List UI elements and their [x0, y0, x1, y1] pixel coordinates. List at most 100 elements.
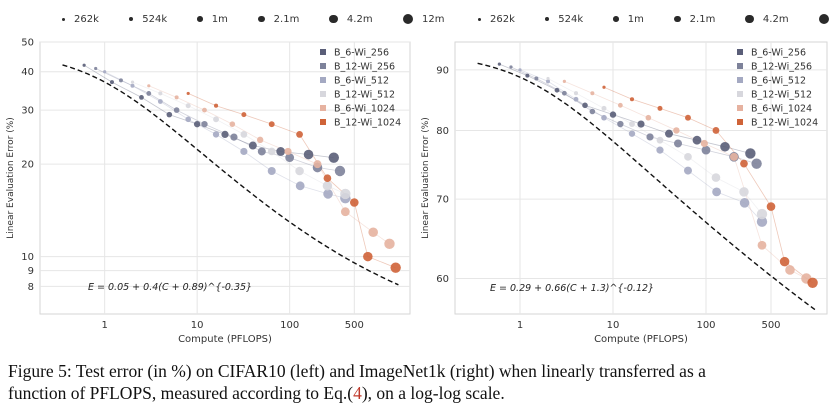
data-point: [674, 139, 683, 148]
caption-text: function of PFLOPS, measured according t…: [8, 383, 354, 403]
size-marker-icon: [745, 14, 754, 24]
legend-label: B_12-Wi_256: [751, 62, 812, 73]
data-point: [295, 181, 305, 191]
data-point: [248, 141, 257, 150]
x-tick-label: 1: [101, 320, 107, 331]
data-point: [645, 114, 652, 121]
data-point: [656, 136, 664, 144]
data-point: [751, 158, 762, 169]
fit-formula-label: E = 0.29 + 0.66(C + 1.3)^{-0.12}: [490, 283, 654, 294]
legend-marker-icon: [320, 105, 326, 111]
data-point: [174, 95, 179, 100]
x-tick-label: 500: [345, 320, 364, 331]
data-point: [617, 120, 624, 128]
data-point: [785, 265, 795, 275]
figure-caption: Figure 5: Test error (in %) on CIFAR10 (…: [8, 360, 833, 404]
data-point: [766, 202, 776, 211]
size-legend-item: 12m: [402, 13, 444, 25]
data-point: [730, 152, 738, 161]
y-tick-label: 90: [436, 65, 449, 76]
chart-left-cifar10: 1 10 100 500 8 9 10 20 30 40 50 Compute (PFLOPS) Lin…: [6, 38, 411, 345]
plot-area: [454, 41, 828, 315]
y-tick-label: 80: [436, 126, 449, 137]
data-point: [130, 80, 135, 84]
size-legend-item: 1m: [613, 14, 644, 25]
size-legend-right: 262k 524k 1m 2.1m 4.2m 12m: [478, 8, 837, 30]
size-legend-label: 4.2m: [762, 13, 789, 25]
data-point: [340, 188, 351, 200]
data-point: [158, 91, 163, 96]
data-point: [157, 99, 163, 104]
data-point: [701, 145, 711, 155]
size-marker-icon: [329, 14, 338, 24]
data-point: [240, 131, 248, 138]
data-point: [497, 62, 501, 66]
data-point: [629, 121, 635, 127]
data-point: [546, 79, 550, 84]
chart-right-imagenet1k: 1 10 100 500 60 70 80 90 Compute (PFLOPS) Linear …: [421, 41, 828, 345]
data-point: [664, 129, 673, 138]
data-point: [562, 79, 566, 83]
data-point: [683, 166, 692, 175]
size-legend-item: 2.1m: [673, 14, 715, 25]
data-point: [518, 68, 522, 72]
data-point: [146, 91, 152, 96]
size-legend-item: 524k: [544, 13, 584, 25]
equation-reference-link[interactable]: 4: [353, 383, 362, 403]
x-tick-label: 10: [191, 320, 204, 331]
data-point: [213, 116, 219, 123]
data-point: [509, 65, 513, 69]
legend-label: B_12-Wi_1024: [751, 118, 818, 129]
legend-marker-icon: [737, 119, 743, 125]
data-point: [807, 277, 818, 289]
data-point: [295, 166, 304, 176]
data-point: [350, 198, 359, 207]
data-point: [363, 251, 373, 262]
data-point: [313, 160, 322, 169]
data-point: [617, 102, 623, 108]
legend-label: B_12-Wi_512: [751, 90, 812, 101]
data-point: [673, 127, 680, 134]
data-point: [739, 187, 749, 197]
x-axis-label: Compute (PFLOPS): [594, 334, 688, 345]
size-legend-item: 4.2m: [329, 13, 373, 25]
legend-marker-icon: [320, 49, 326, 55]
legend-marker-icon: [737, 91, 743, 97]
data-point: [130, 83, 135, 88]
data-point: [534, 76, 539, 81]
size-marker-icon: [402, 13, 413, 25]
data-point: [582, 102, 588, 109]
data-point: [646, 133, 654, 141]
data-point: [139, 94, 144, 100]
data-point: [692, 135, 702, 145]
size-legend-label: 524k: [558, 13, 584, 25]
legend-label: B_6-Wi_256: [334, 48, 389, 59]
data-point: [185, 103, 191, 109]
legend-marker-icon: [320, 119, 326, 125]
caption-text-end: ), on a log-log scale.: [361, 383, 505, 403]
legend-label: B_6-Wi_1024: [751, 104, 812, 115]
caption-line-1: Figure 5: Test error (in %) on CIFAR10 (…: [8, 361, 706, 381]
y-tick-label: 10: [21, 252, 34, 263]
size-marker-icon: [197, 16, 203, 22]
series-line: [510, 66, 757, 165]
data-point: [700, 139, 708, 148]
legend-marker-icon: [737, 63, 743, 69]
size-marker-icon: [478, 17, 481, 21]
data-point: [193, 120, 201, 128]
data-point: [756, 208, 768, 220]
size-legend-label: 4.2m: [346, 13, 373, 25]
series-line: [499, 63, 751, 154]
size-legend-item: 12m: [818, 13, 837, 25]
size-legend-label: 524k: [142, 13, 168, 25]
data-point: [303, 149, 314, 160]
size-legend-item: 1m: [197, 14, 228, 25]
legend-label: B_6-Wi_512: [751, 76, 806, 87]
x-tick-label: 1: [517, 320, 523, 331]
data-point: [267, 166, 276, 175]
y-tick-label: 20: [21, 160, 34, 171]
data-point: [118, 78, 123, 83]
size-legend-item: 262k: [478, 14, 515, 25]
data-point: [284, 147, 292, 156]
